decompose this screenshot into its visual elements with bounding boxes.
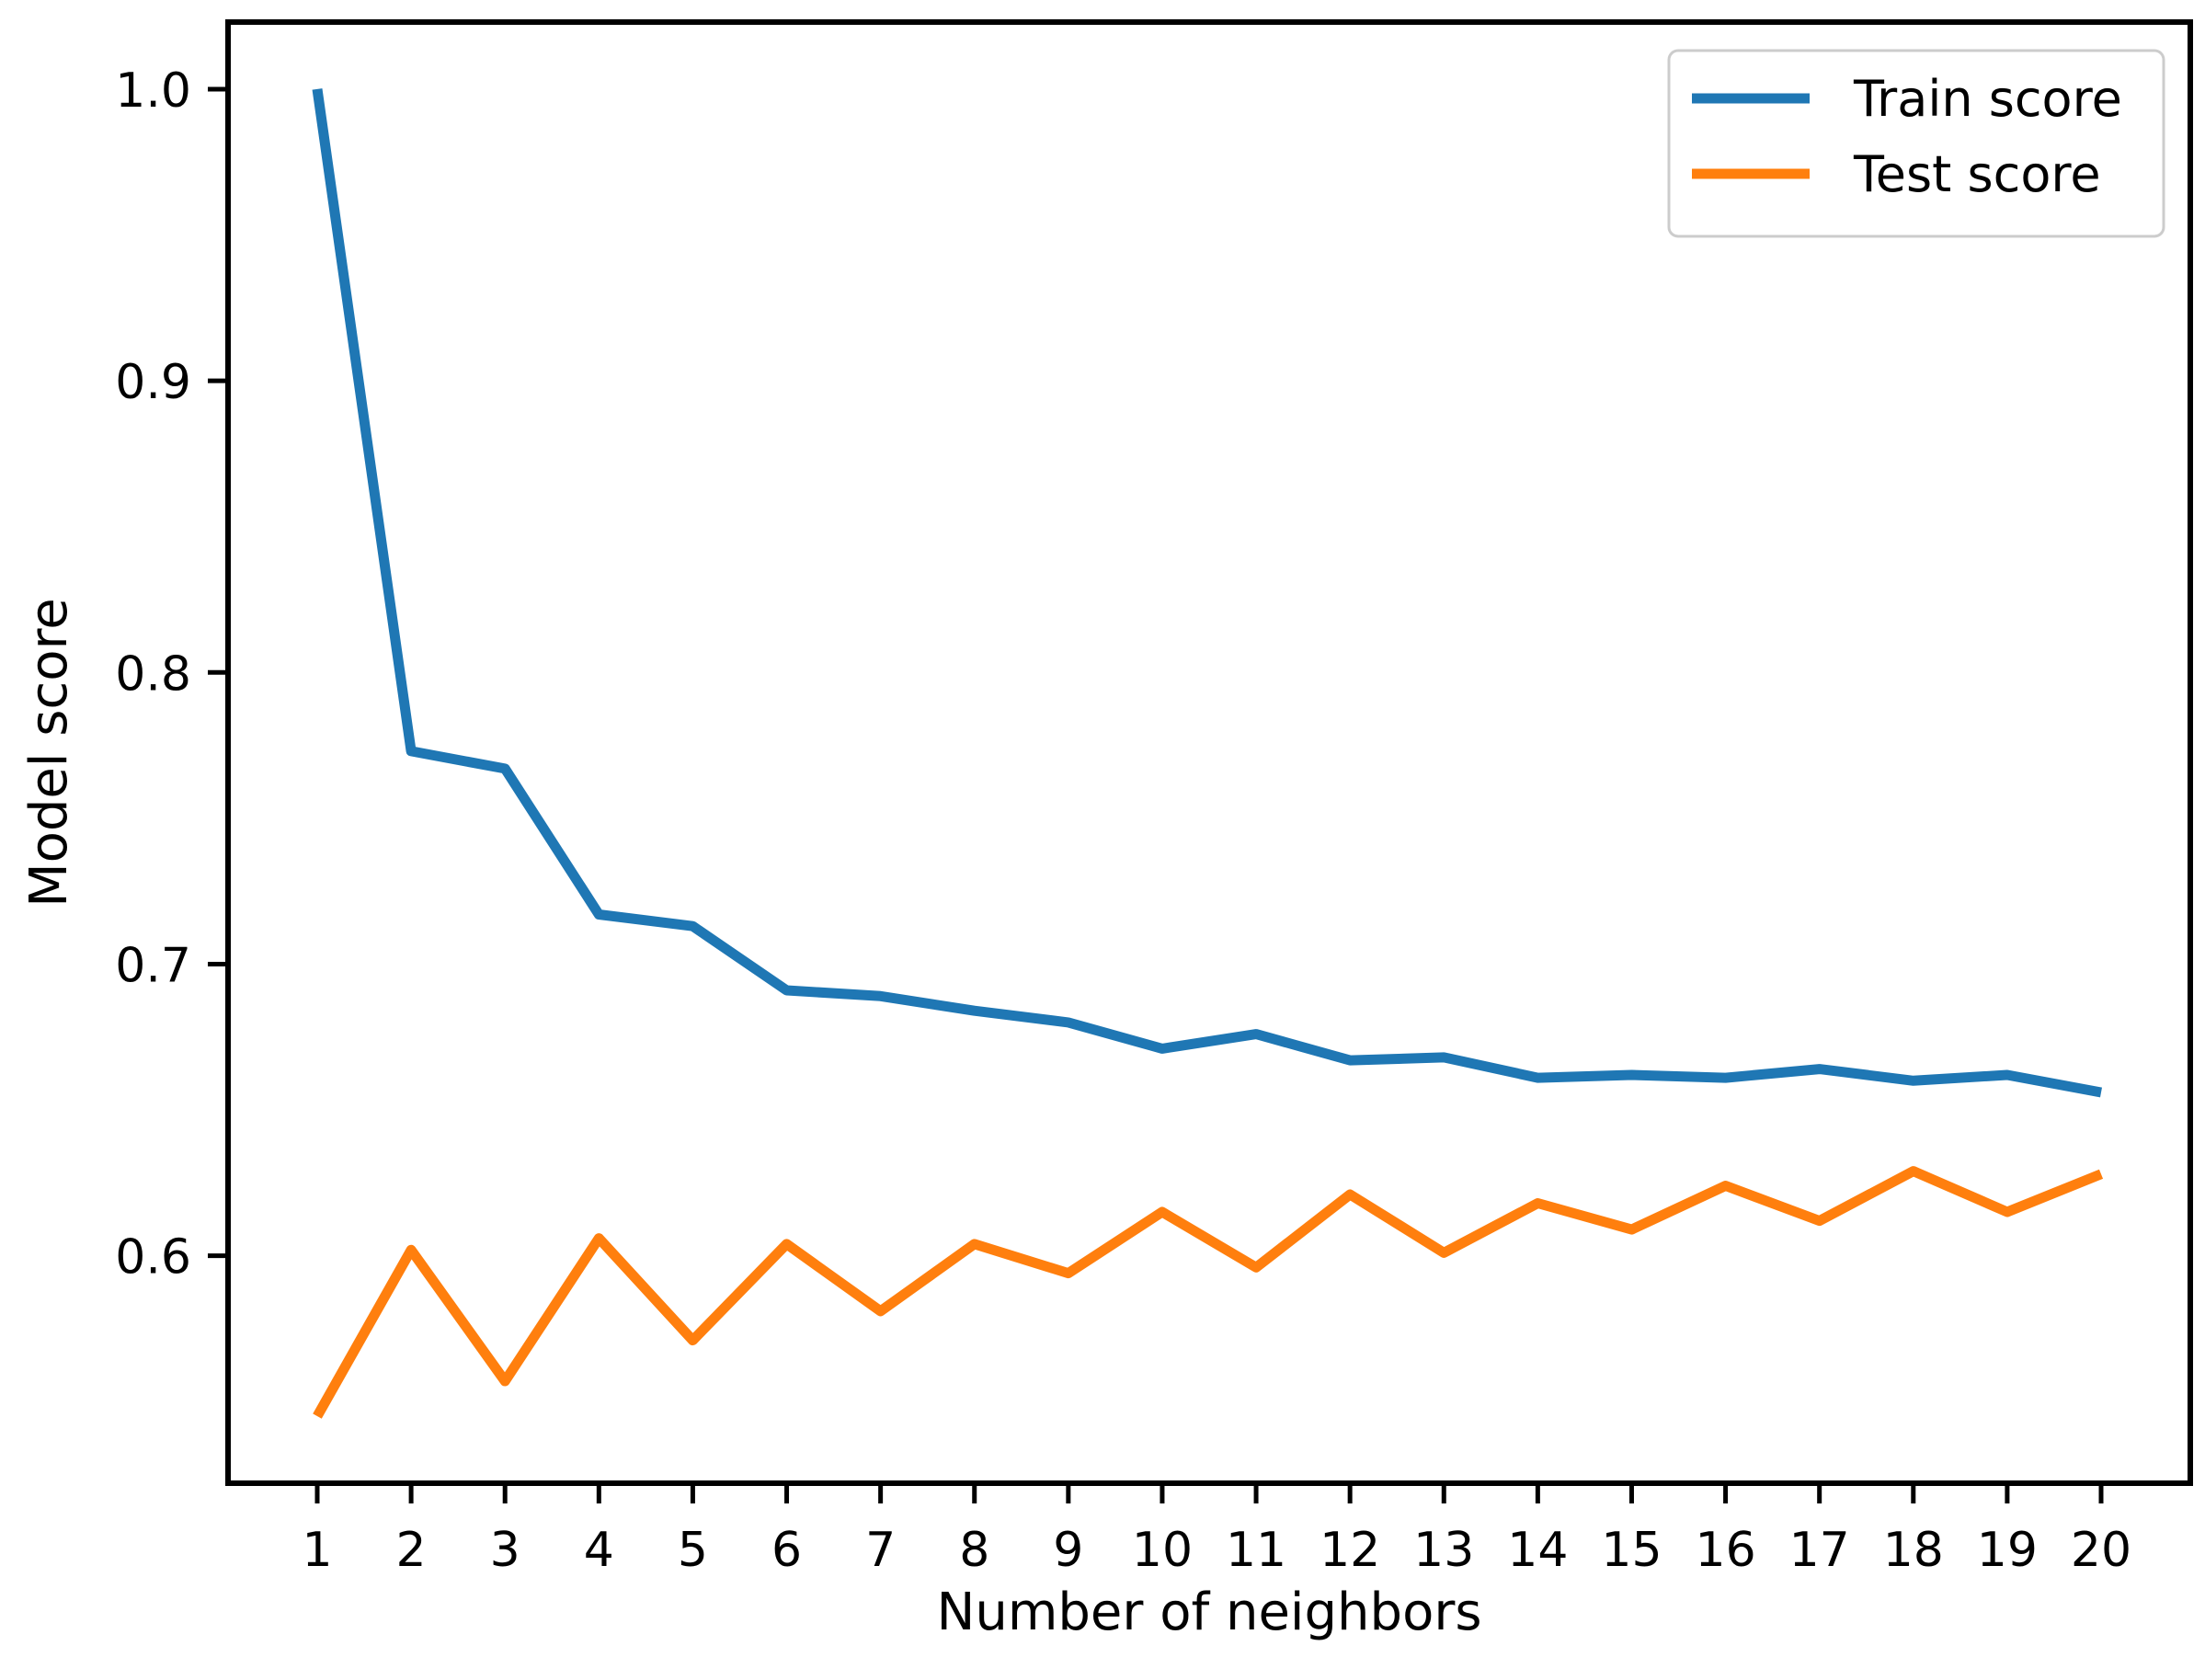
axes: 0.60.70.80.91.01 2 3 4 5 6 7 8 9 10 11 12 13 14 15 16 17… xyxy=(115,19,2193,1578)
x-tick-label: 2 xyxy=(396,1523,427,1578)
x-tick-label: 15 xyxy=(1601,1523,1662,1578)
x-tick-label: 19 xyxy=(1977,1523,2038,1578)
x-tick-label: 14 xyxy=(1507,1523,1568,1578)
x-tick-label: 10 xyxy=(1132,1523,1193,1578)
series-lines xyxy=(312,88,2104,1419)
plot-frame xyxy=(225,19,2193,1486)
x-tick-label: 6 xyxy=(771,1523,802,1578)
x-tick-label: 1 xyxy=(302,1523,332,1578)
x-tick-label: 20 xyxy=(2071,1523,2131,1578)
test-score-line xyxy=(313,1166,2104,1419)
legend: Train score Test score xyxy=(1667,49,2165,238)
x-tick-label: 9 xyxy=(1053,1523,1083,1578)
x-tick-label: 8 xyxy=(959,1523,989,1578)
x-tick-label: 18 xyxy=(1883,1523,1944,1578)
x-tick-label: 11 xyxy=(1226,1523,1286,1578)
y-tick-label: 1.0 xyxy=(115,63,191,119)
train-score-line xyxy=(312,88,2103,1098)
x-tick-label: 3 xyxy=(490,1523,520,1578)
x-axis-label: Number of neighbors xyxy=(936,1583,1481,1642)
x-tick-label: 4 xyxy=(584,1523,614,1578)
x-tick-label: 16 xyxy=(1695,1523,1755,1578)
y-axis-label: Model score xyxy=(19,598,79,907)
y-tick-label: 0.6 xyxy=(115,1230,191,1286)
legend-label-train: Train score xyxy=(1853,70,2122,128)
x-tick-label: 7 xyxy=(865,1523,896,1578)
x-tick-label: 17 xyxy=(1789,1523,1850,1578)
y-tick-label: 0.8 xyxy=(115,646,191,702)
x-tick-label: 5 xyxy=(678,1523,708,1578)
x-tick-label: 12 xyxy=(1320,1523,1380,1578)
y-tick-label: 0.7 xyxy=(115,938,191,993)
x-tick-label: 13 xyxy=(1413,1523,1474,1578)
legend-label-test: Test score xyxy=(1853,145,2101,203)
y-tick-label: 0.9 xyxy=(115,355,191,410)
